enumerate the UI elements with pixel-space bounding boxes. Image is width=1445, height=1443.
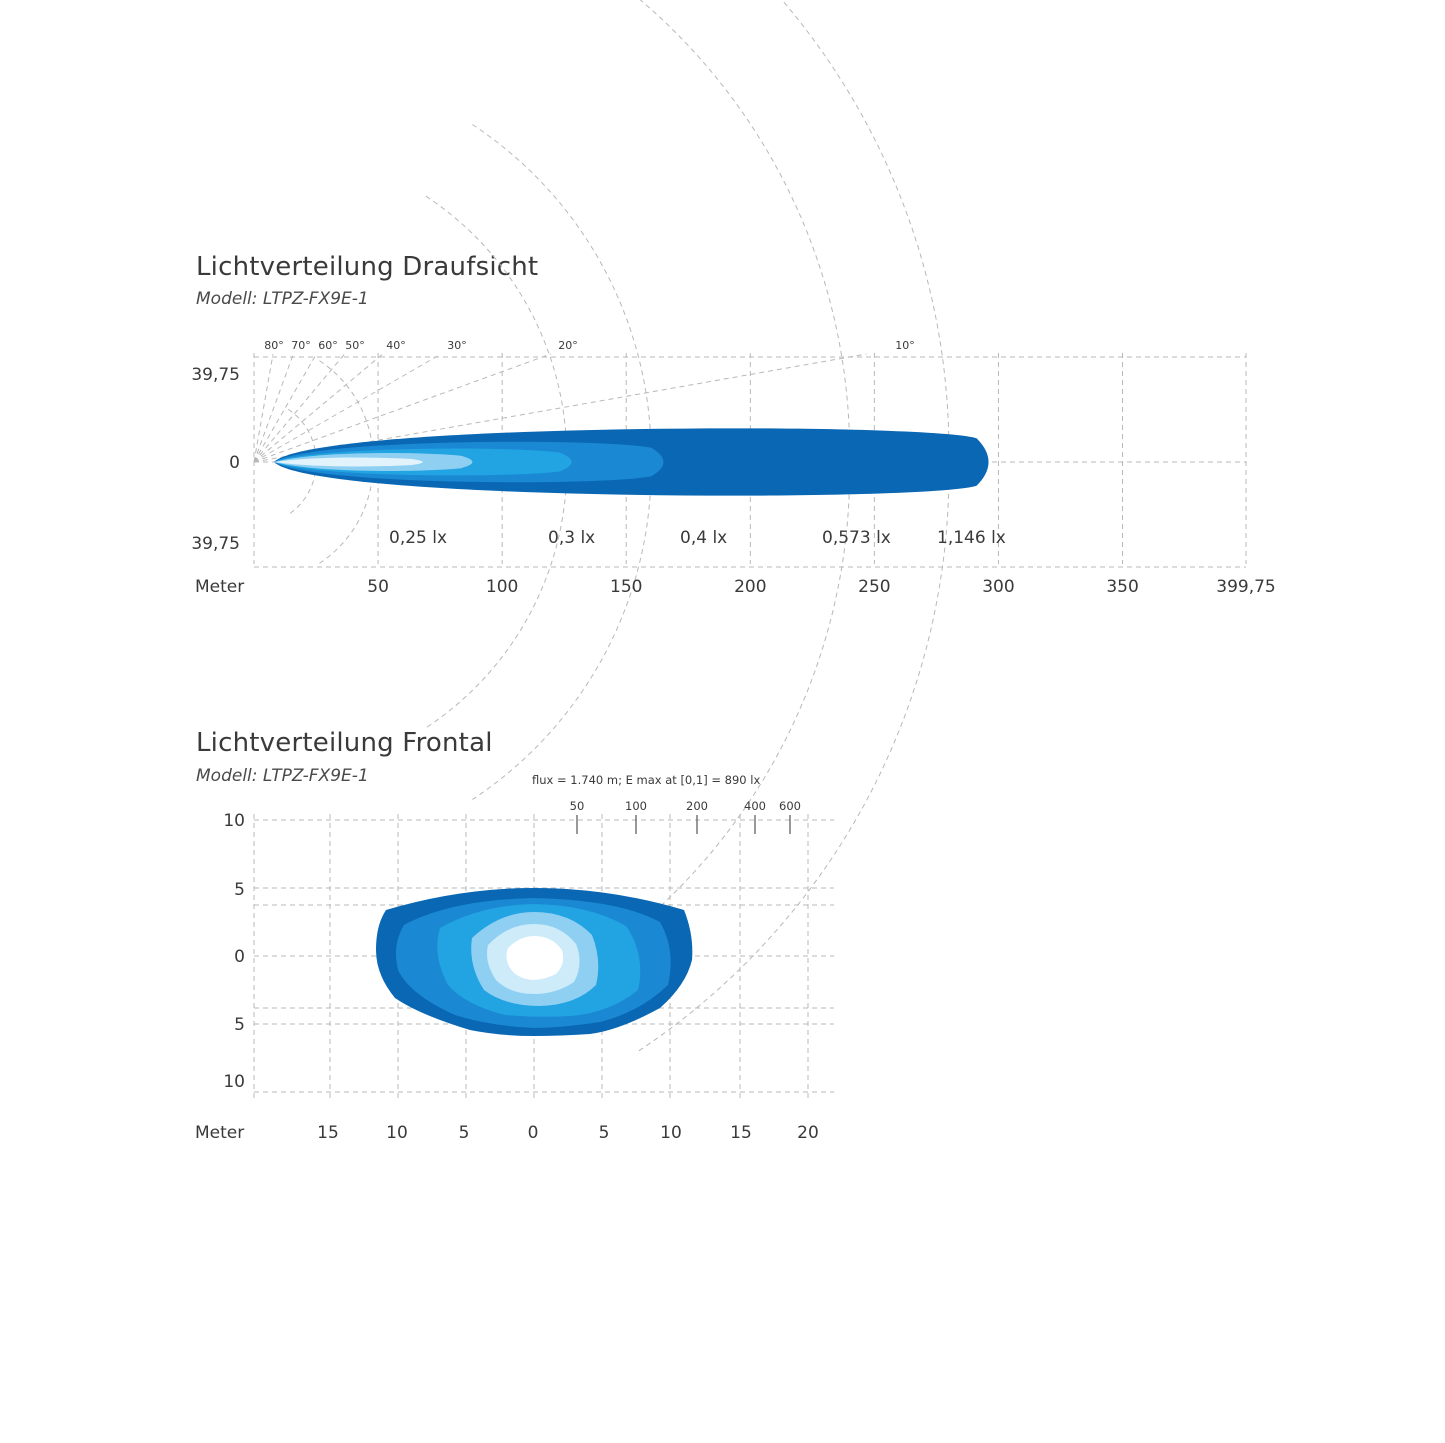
lux-label: 0,4 lx [680, 528, 727, 548]
angle-label: 40° [386, 339, 406, 352]
top-view-chart: Meter 80° 70° 60° 50° 40° 30° 20° 10° 0,25 lx 0,3… [191, 0, 1276, 1054]
chart-title-frontal: Lichtverteilung Frontal [196, 728, 493, 758]
x-tick-label: 10 [386, 1123, 408, 1143]
distance-arc [425, 195, 568, 729]
angle-label: 50° [345, 339, 365, 352]
angle-ray [253, 353, 442, 463]
angle-ray [253, 353, 346, 463]
y-tick-label: 5 [234, 880, 245, 900]
angle-ray [253, 353, 294, 463]
y-tick-label: 39,75 [191, 365, 240, 385]
x-tick-label: 150 [610, 577, 642, 597]
chart-title-top-view: Lichtverteilung Draufsicht [196, 252, 539, 282]
x-tick-label: 5 [599, 1123, 610, 1143]
x-tick-label: 200 [734, 577, 766, 597]
angle-label: 60° [318, 339, 338, 352]
chart-subtitle-top-view: Modell: LTPZ-FX9E-1 [196, 289, 369, 309]
x-tick-label: 15 [730, 1123, 752, 1143]
lux-label: 0,25 lx [389, 528, 447, 548]
angle-label: 30° [447, 339, 467, 352]
top-view-beams [274, 428, 989, 496]
angle-label: 10° [895, 339, 915, 352]
x-tick-label: 15 [317, 1123, 339, 1143]
y-tick-label: 10 [223, 811, 245, 831]
frontal-light-pattern [376, 888, 693, 1036]
angle-ray [253, 353, 384, 463]
scale-label: 600 [779, 799, 801, 813]
y-tick-label: 5 [234, 1015, 245, 1035]
x-tick-label: 100 [486, 577, 518, 597]
x-tick-label: 20 [797, 1123, 819, 1143]
lux-label: 1,146 lx [937, 528, 1006, 548]
x-tick-label: 5 [459, 1123, 470, 1143]
scale-label: 400 [744, 799, 766, 813]
frontal-annotation: flux = 1.740 m; E max at [0,1] = 890 lx [532, 773, 760, 787]
lux-label: 0,573 lx [822, 528, 891, 548]
x-axis-label: Meter [195, 577, 244, 597]
y-tick-label: 10 [223, 1072, 245, 1092]
scale-label: 50 [570, 799, 585, 813]
y-tick-label: 39,75 [191, 534, 240, 554]
distance-arc [287, 408, 317, 516]
y-tick-label: 0 [234, 947, 245, 967]
y-tick-label: 0 [229, 453, 240, 473]
x-tick-label: 300 [982, 577, 1014, 597]
top-view-labels: Meter 80° 70° 60° 50° 40° 30° 20° 10° 0,25 lx 0,3… [191, 339, 1275, 597]
angle-ray [253, 353, 551, 463]
angle-ray [253, 353, 317, 463]
chart-subtitle-frontal: Modell: LTPZ-FX9E-1 [196, 766, 369, 786]
angle-label: 70° [291, 339, 311, 352]
x-tick-label: 50 [367, 577, 389, 597]
light-layer-5 [506, 936, 564, 980]
angle-ray [253, 353, 274, 463]
scale-label: 100 [625, 799, 647, 813]
scale-label: 200 [686, 799, 708, 813]
x-tick-label: 399,75 [1216, 577, 1275, 597]
frontal-labels: flux = 1.740 m; E max at [0,1] = 890 lx … [195, 773, 819, 1143]
x-axis-label: Meter [195, 1123, 244, 1143]
x-tick-label: 350 [1106, 577, 1138, 597]
angle-label: 80° [264, 339, 284, 352]
x-tick-label: 10 [660, 1123, 682, 1143]
x-tick-label: 250 [858, 577, 890, 597]
angle-label: 20° [558, 339, 578, 352]
lux-label: 0,3 lx [548, 528, 595, 548]
x-tick-label: 0 [528, 1123, 539, 1143]
beam-zone-4 [274, 457, 423, 467]
